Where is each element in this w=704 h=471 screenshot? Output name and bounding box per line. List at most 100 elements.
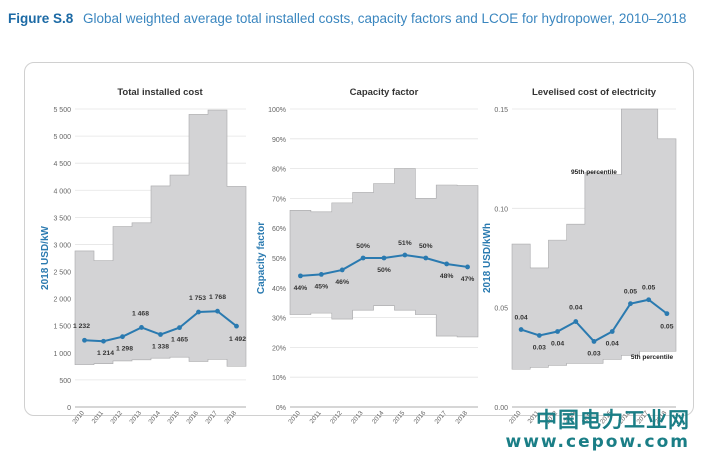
y-tick-label: 60% — [272, 226, 286, 233]
data-label: 50% — [356, 243, 370, 250]
chart-0: 0 500 1 000 1 500 2 000 2 500 3 000 3 500 4 000 4… — [40, 87, 247, 425]
data-point — [465, 264, 470, 270]
range-band — [511, 108, 677, 370]
y-tick-label: 10% — [272, 375, 286, 382]
data-point — [536, 333, 542, 338]
y-tick-label: 0.05 — [494, 306, 508, 313]
data-label: 0.04 — [551, 341, 564, 348]
x-tick-label: 2017 — [204, 409, 219, 425]
y-axis-label: 2018 USD/kW — [40, 225, 51, 289]
x-tick-label: 2015 — [166, 409, 181, 425]
chart-title: Levelised cost of electricity — [532, 87, 657, 98]
y-tick-label: 0% — [276, 405, 286, 412]
data-point — [518, 327, 524, 332]
x-tick-label: 2018 — [454, 409, 469, 425]
data-label: 1 753 — [189, 295, 206, 302]
data-point — [339, 267, 345, 273]
data-label: 0.05 — [660, 324, 673, 331]
y-tick-label: 500 — [59, 378, 71, 385]
data-point — [381, 255, 387, 261]
x-tick-label: 2012 — [329, 409, 344, 425]
data-point — [215, 308, 220, 314]
y-tick-label: 1 500 — [53, 324, 71, 331]
x-tick-label: 2014 — [147, 409, 162, 425]
data-point — [444, 261, 450, 267]
data-label: 1 232 — [73, 323, 90, 330]
y-tick-label: 3 000 — [53, 242, 71, 249]
data-point — [139, 325, 144, 330]
y-tick-label: 2 000 — [53, 297, 71, 304]
data-label: 47% — [461, 276, 475, 283]
y-tick-label: 50% — [272, 256, 286, 263]
data-point — [82, 337, 87, 343]
x-tick-label: 2017 — [434, 409, 449, 425]
range-band — [289, 168, 479, 338]
figure-label: Figure S.8 — [8, 11, 74, 26]
y-tick-label: 40% — [272, 286, 286, 293]
data-label: 50% — [377, 267, 391, 274]
x-tick-label: 2011 — [91, 409, 106, 425]
x-tick-label: 2010 — [508, 409, 523, 425]
x-tick-label: 2016 — [185, 409, 200, 425]
y-tick-label: 3 500 — [53, 215, 71, 222]
figure-title: Global weighted average total installed … — [83, 11, 687, 26]
y-tick-label: 4 000 — [53, 188, 71, 195]
data-label: 0.05 — [642, 285, 655, 292]
x-tick-label: 2013 — [128, 409, 143, 425]
range-band — [74, 109, 247, 367]
y-tick-label: 20% — [272, 345, 286, 352]
data-point — [664, 311, 670, 317]
y-tick-label: 4 500 — [53, 161, 71, 168]
x-tick-label: 2012 — [109, 409, 124, 425]
y-tick-label: 80% — [272, 167, 286, 174]
x-tick-label: 2010 — [287, 409, 302, 425]
data-point — [360, 255, 366, 261]
x-tick-label: 2016 — [413, 409, 428, 425]
data-label: 1 768 — [209, 294, 226, 301]
y-tick-label: 70% — [272, 196, 286, 203]
x-tick-label: 2018 — [223, 409, 238, 425]
data-label: 50% — [419, 243, 433, 250]
data-point — [591, 339, 597, 344]
y-tick-label: 5 500 — [53, 107, 71, 114]
data-point — [158, 332, 163, 337]
data-point — [318, 271, 324, 277]
data-point — [555, 329, 560, 334]
data-label: 0.03 — [587, 350, 600, 357]
data-label: 46% — [335, 279, 349, 286]
y-tick-label: 90% — [272, 137, 286, 144]
y-tick-label: 0.10 — [494, 206, 508, 213]
y-tick-label: 2 500 — [53, 270, 71, 277]
data-point — [628, 301, 633, 307]
chart-title: Total installed cost — [117, 87, 203, 98]
x-tick-label: 2010 — [71, 409, 86, 425]
data-label: 48% — [440, 273, 454, 280]
data-point — [402, 252, 408, 258]
data-label: 0.04 — [514, 315, 527, 322]
data-label: 0.05 — [624, 289, 637, 296]
data-point — [101, 338, 106, 344]
data-label: 1 465 — [171, 337, 188, 344]
data-label: 0.03 — [533, 344, 546, 351]
chart-title: Capacity factor — [350, 87, 419, 98]
annotation-5th: 5th percentile — [631, 354, 674, 361]
y-tick-label: 0 — [67, 405, 71, 412]
y-axis-label: Capacity factor — [256, 222, 267, 294]
data-point — [234, 323, 239, 329]
data-point — [573, 319, 579, 324]
y-axis-label: 2018 USD/kWh — [482, 223, 493, 293]
watermark-url: www.cepow.com — [505, 432, 690, 452]
data-label: 1 492 — [229, 336, 246, 343]
data-label: 1 468 — [132, 310, 149, 317]
data-point — [177, 325, 182, 331]
watermark-cn: 中国电力工业网 — [536, 408, 690, 432]
y-tick-label: 30% — [272, 316, 286, 323]
data-label: 1 298 — [116, 346, 133, 353]
x-tick-label: 2013 — [350, 409, 365, 425]
data-point — [423, 255, 429, 261]
x-tick-label: 2015 — [392, 409, 407, 425]
data-point — [120, 334, 125, 340]
data-label: 1 338 — [152, 344, 169, 351]
